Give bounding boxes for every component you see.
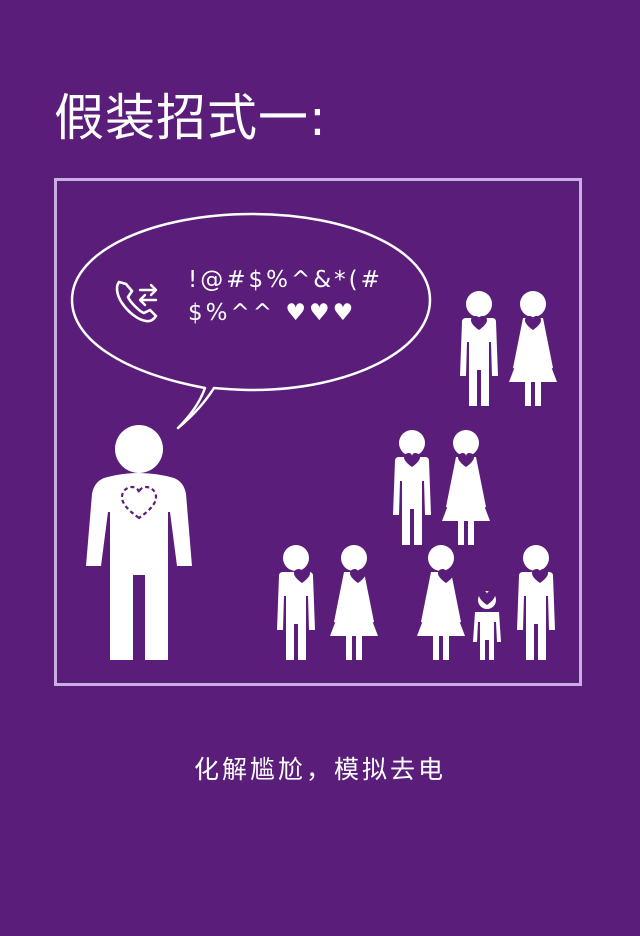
page-title: 假装招式一:	[54, 89, 327, 147]
caption: 化解尴尬，模拟去电	[193, 755, 446, 784]
bubble-text-line-2: $%^^ ♥♥♥	[188, 300, 357, 326]
illustration-frame	[54, 178, 582, 686]
bubble-text-line-1: !@#$%^&*(#	[188, 267, 383, 293]
